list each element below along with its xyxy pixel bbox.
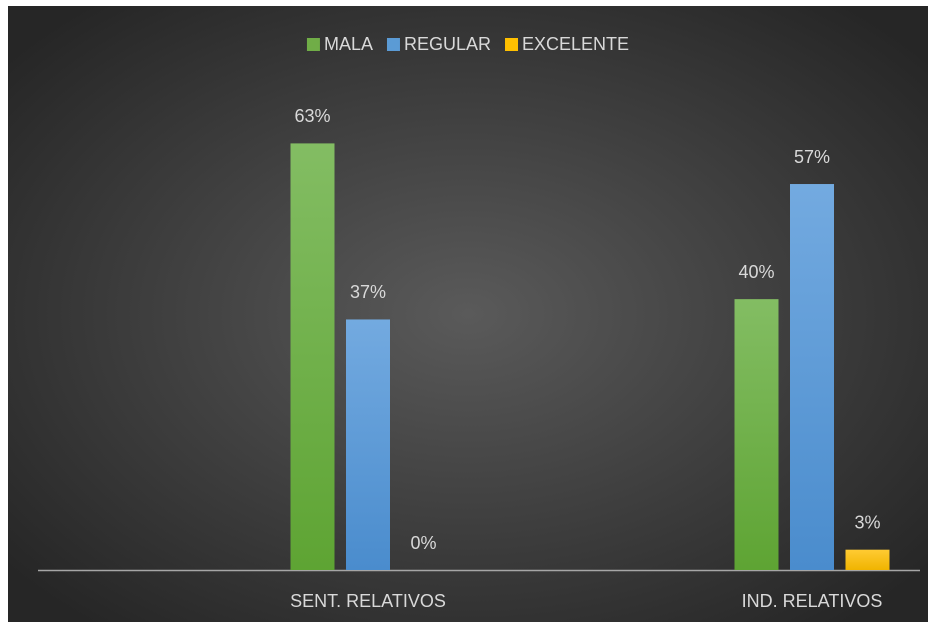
bar [734,299,779,570]
data-label: 3% [854,512,880,532]
legend-swatch [505,38,519,51]
bar [845,549,890,570]
legend-label: EXCELENTE [522,34,629,54]
data-label: 37% [350,282,386,302]
legend: MALA REGULAR EXCELENTE [306,34,629,54]
bar [790,184,834,570]
x-tick-label: SENT. RELATIVOS [290,591,446,611]
bar [346,319,390,570]
legend-label: MALA [324,34,373,54]
data-label: 40% [738,262,774,282]
data-label: 63% [294,106,330,126]
data-label: 57% [794,147,830,167]
x-tick-label: IND. RELATIVOS [742,591,883,611]
legend-label: REGULAR [404,34,491,54]
data-label: 0% [410,533,436,553]
legend-swatch [306,38,320,51]
bar [290,143,335,570]
legend-swatch [386,38,400,51]
